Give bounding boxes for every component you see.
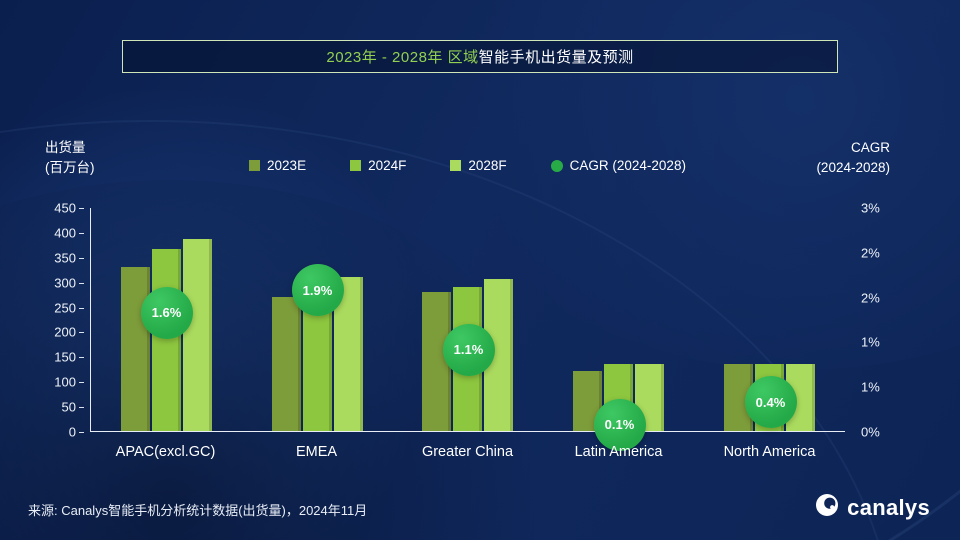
y-left-tick: 400 (54, 225, 76, 241)
cagr-bubble: 0.1% (593, 398, 646, 451)
y-right-tick: 2% (861, 290, 880, 306)
y-right-tick: 3% (861, 200, 880, 216)
bar-2023e (120, 266, 150, 431)
left-axis-ticks: 450 400 350 300 250 200 150 100 50 0 (38, 201, 84, 440)
right-axis-title-line1: CAGR (850, 140, 890, 155)
legend: 2023E 2024F 2028F CAGR (2024-2028) (90, 158, 845, 173)
y-right-tick: 1% (861, 334, 880, 350)
y-right-tick: 0% (861, 424, 880, 440)
tick-mark (79, 257, 84, 259)
legend-label: 2023E (267, 158, 307, 173)
y-left-tick: 250 (54, 300, 76, 316)
tick-mark (79, 407, 84, 409)
legend-label: 2024F (368, 158, 407, 173)
y-left-tick: 200 (54, 324, 76, 340)
chart-title-range: 2023年 - 2028年 区域 (326, 49, 479, 66)
tick-mark (79, 382, 84, 384)
y-left-tick: 350 (54, 250, 76, 266)
legend-item-2023E: 2023E (249, 158, 306, 173)
cagr-bubble: 1.1% (442, 323, 495, 376)
right-axis-ticks: 3% 2% 2% 1% 1% 0% (853, 201, 899, 440)
legend-cagr-dot (550, 159, 563, 172)
legend-swatch (249, 160, 261, 171)
source-note: 来源: Canalys智能手机分析统计数据(出货量)，2024年11月 (28, 503, 368, 518)
bar-group-2 (242, 208, 393, 431)
tick-mark (79, 432, 84, 433)
right-axis-title-line2: (2024-2028) (816, 160, 890, 175)
legend-swatch (350, 160, 362, 171)
plot-area: 1.6% 1.9% 1.1% 0.1% 0.4% (90, 208, 845, 451)
bar-2023e (271, 296, 301, 431)
tick-mark (79, 307, 84, 309)
chart-title-text: 智能手机出货量及预测 (478, 49, 634, 66)
tick-mark (79, 357, 84, 359)
legend-item-2028F: 2028F (450, 158, 507, 173)
y-right-tick: 1% (861, 379, 880, 395)
legend-label: CAGR (2024-2028) (569, 158, 686, 173)
left-axis-title-line2: (百万台) (45, 160, 95, 175)
cagr-bubble: 1.9% (291, 264, 344, 317)
canalys-logo-icon (814, 492, 840, 523)
left-axis-title-line1: 出货量 (45, 140, 86, 155)
tick-mark (79, 232, 84, 234)
cagr-bubble: 0.4% (744, 376, 797, 429)
bar-group-1 (91, 208, 242, 431)
tick-mark (79, 208, 84, 209)
y-right-tick: 2% (861, 245, 880, 261)
bar-2028f (182, 239, 212, 431)
bar-group-4 (543, 208, 694, 431)
y-left-tick: 0 (68, 424, 76, 440)
y-left-tick: 300 (54, 275, 76, 291)
category-label: EMEA (295, 444, 338, 460)
canalys-logo: canalys (814, 492, 930, 523)
category-label: Latin America (574, 444, 663, 460)
tick-mark (79, 282, 84, 284)
tick-mark (79, 332, 84, 334)
y-left-tick: 50 (61, 399, 76, 415)
left-axis-title: 出货量 (百万台) (45, 138, 95, 178)
legend-item-2024F: 2024F (350, 158, 406, 173)
chart-title-box: 2023年 - 2028年 区域 智能手机出货量及预测 (122, 40, 838, 73)
y-left-tick: 100 (54, 374, 76, 390)
category-label: APAC(excl.GC) (115, 444, 216, 460)
bar-group-3 (393, 208, 544, 431)
category-axis: APAC(excl.GC) EMEA Greater China Latin Amer… (90, 444, 845, 460)
canalys-logo-text: canalys (847, 494, 930, 520)
y-left-tick: 450 (54, 200, 76, 216)
legend-label: 2028F (468, 158, 507, 173)
cagr-bubble: 1.6% (140, 286, 193, 339)
legend-item-cagr: CAGR (2024-2028) (550, 158, 686, 173)
right-axis-title: CAGR (2024-2028) (816, 138, 890, 178)
category-label: Greater China (421, 444, 514, 460)
legend-swatch (450, 160, 462, 171)
category-label: North America (723, 444, 816, 460)
bar-2024f (151, 249, 181, 431)
y-left-tick: 150 (54, 349, 76, 365)
